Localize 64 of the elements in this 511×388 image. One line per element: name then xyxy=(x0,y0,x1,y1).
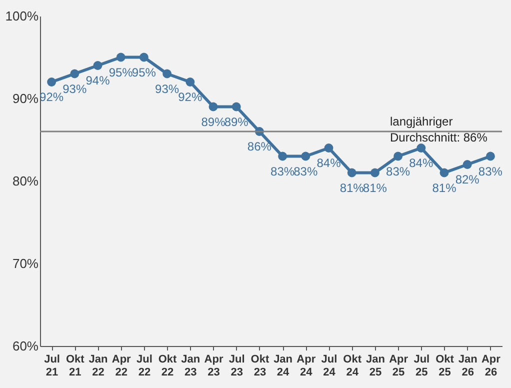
x-tick-label: Apr 24 xyxy=(296,354,316,378)
x-tick-label: Jan 26 xyxy=(458,354,478,378)
point xyxy=(394,152,403,161)
point xyxy=(47,78,56,86)
point xyxy=(116,52,126,62)
data-label: 89% xyxy=(201,114,226,129)
x-tick-label: Apr 26 xyxy=(481,354,502,378)
y-tick-label: 60% xyxy=(12,338,39,354)
data-label: 84% xyxy=(316,156,342,170)
data-label: 83% xyxy=(294,164,318,178)
point xyxy=(208,102,218,112)
point xyxy=(162,69,172,78)
data-label: 83% xyxy=(270,164,295,178)
data-label: 81% xyxy=(340,180,364,195)
point xyxy=(186,78,195,86)
data-label: 93% xyxy=(62,82,87,96)
point xyxy=(278,152,288,161)
x-tick-label: Jul 25 xyxy=(414,354,430,378)
x-tick-label: Apr 22 xyxy=(112,354,132,378)
point xyxy=(462,160,472,169)
x-tick-label: Jan 24 xyxy=(274,354,293,378)
data-label: 95% xyxy=(132,65,156,80)
x-tick-label: Jul 23 xyxy=(228,354,245,378)
data-label: 89% xyxy=(224,114,249,129)
point xyxy=(347,168,356,178)
x-tick-label: Jul 21 xyxy=(44,354,60,378)
data-label: 82% xyxy=(455,172,480,186)
point xyxy=(139,52,148,62)
x-tick-label: Jan 25 xyxy=(366,354,386,378)
point xyxy=(93,61,102,70)
y-tick-label: 80% xyxy=(12,174,39,188)
data-label: 92% xyxy=(178,90,202,104)
data-label: 94% xyxy=(86,74,110,88)
x-tick-label: Jan 23 xyxy=(181,354,200,378)
data-label: 95% xyxy=(108,65,134,80)
x-tick-label: Okt 23 xyxy=(250,354,270,378)
point xyxy=(301,152,310,161)
data-label: 83% xyxy=(478,164,503,178)
x-tick-label: Jul 24 xyxy=(321,354,338,378)
x-tick-label: Okt 24 xyxy=(343,354,362,378)
point xyxy=(486,152,495,161)
point xyxy=(416,144,426,152)
ref-line-label: langjähriger Durchschnitt: 86% xyxy=(390,114,488,144)
data-label: 81% xyxy=(432,180,457,195)
point xyxy=(232,102,241,112)
data-label: 83% xyxy=(386,164,410,178)
point xyxy=(440,168,449,178)
x-tick-label: Okt 22 xyxy=(158,354,178,378)
x-tick-label: Jul 22 xyxy=(136,354,152,378)
y-tick-label: 90% xyxy=(12,91,39,106)
y-tick-label: 70% xyxy=(12,256,39,271)
x-tick-label: Apr 25 xyxy=(389,354,409,378)
point xyxy=(70,69,80,78)
x-tick-label: Okt 21 xyxy=(66,354,85,378)
data-label: 86% xyxy=(247,140,272,154)
point xyxy=(324,144,334,152)
data-label: 93% xyxy=(155,82,180,96)
x-tick-label: Jan 22 xyxy=(88,354,108,378)
data-label: 84% xyxy=(409,156,434,170)
y-tick-label: 100% xyxy=(5,8,39,24)
data-label: 81% xyxy=(362,180,388,195)
point xyxy=(370,168,380,178)
x-tick-label: Okt 25 xyxy=(436,354,454,378)
x-tick-label: Apr 23 xyxy=(204,354,224,378)
